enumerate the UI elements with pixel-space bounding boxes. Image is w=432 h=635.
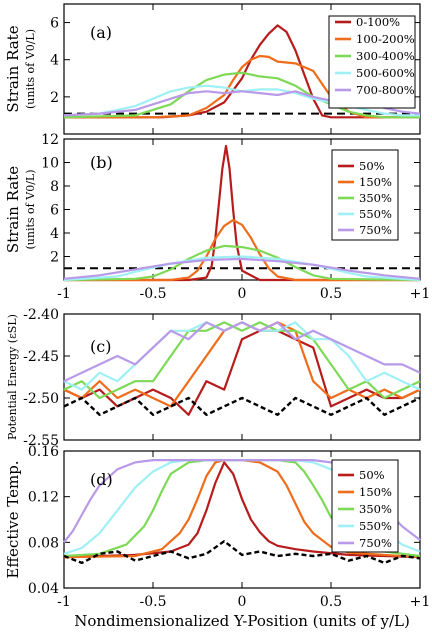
legend-box [328, 15, 416, 109]
x-tick-label: +1 [410, 594, 431, 610]
y-tick-label: -2.50 [23, 391, 59, 407]
y-tick-label: 0.12 [28, 490, 59, 506]
x-tick-label: +1 [410, 286, 431, 302]
series-line-350% [63, 321, 421, 400]
y-tick-label: 2 [50, 90, 59, 106]
series-line-50% [63, 461, 421, 559]
series-line-150% [64, 219, 420, 282]
y-tick-label: -2.45 [23, 349, 59, 365]
x-tick-label: -1 [57, 594, 71, 610]
y-tick-label: 6 [50, 203, 59, 219]
legend-label: 50% [359, 159, 385, 173]
y-tick-label: 0.04 [28, 581, 59, 597]
series-line-baseline [63, 540, 421, 565]
series-line-550% [63, 255, 421, 282]
y-tick-label: 0.08 [28, 535, 59, 551]
series-line-50% [63, 329, 421, 416]
legend-label: 700-800% [356, 83, 415, 97]
legend-label: 150% [359, 485, 392, 499]
legend-label: 550% [359, 519, 392, 533]
x-tick-label: -1 [57, 286, 71, 302]
legend-label: 550% [359, 207, 392, 221]
y-tick-label: 12 [41, 132, 59, 148]
legend-label: 750% [359, 223, 392, 237]
series-line-750% [63, 321, 421, 383]
series-line-750% [63, 257, 421, 280]
panel-2: -2.55 -2.50 -2.45 -2.40 (c) Potential Energy … [6, 307, 421, 449]
series-line-150% [63, 321, 421, 408]
y-axis-sublabel: (units of V0/L) [24, 170, 37, 250]
x-tick-label: 0 [238, 286, 247, 302]
x-tick-label: 0.5 [320, 286, 342, 302]
y-tick-label: -2.55 [23, 433, 59, 449]
y-tick-label: 4 [50, 226, 59, 242]
series-line-350% [63, 244, 421, 282]
legend-label: 0-100% [356, 15, 400, 29]
series-line-0-100% [64, 24, 420, 119]
legend-label: 350% [359, 191, 392, 205]
x-axis-label: Nondimensionalized Y-Position (units of … [74, 612, 410, 630]
y-tick-label: -2.40 [23, 307, 59, 323]
panel-label: (c) [90, 337, 111, 356]
y-tick-label: 4 [50, 53, 59, 69]
y-axis-label: Potential Energy (εSL) [6, 314, 19, 440]
series-line-baseline [63, 396, 421, 416]
y-tick-label: 8 [50, 179, 59, 195]
y-axis-sublabel: (units of V0/L) [24, 29, 37, 109]
legend-label: 300-400% [356, 49, 415, 63]
panel-3: 0.04 0.08 0.12 0.16 -1 -0.5 0 0.5 +1 50% 150% 350% 5… [4, 444, 430, 630]
series-line-300-400% [63, 71, 420, 119]
legend-label: 500-600% [356, 66, 415, 80]
plot-frame [63, 313, 421, 441]
x-tick-label: 0.5 [320, 594, 342, 610]
x-tick-label: -0.5 [140, 594, 167, 610]
y-tick-label: 2 [50, 250, 59, 266]
legend-label: 50% [359, 468, 385, 482]
legend-label: 150% [359, 175, 392, 189]
y-axis-label: Strain Rate [4, 166, 22, 253]
panel-0: 2 4 6 0-100% 100-200% 300-400% 500-600% 700-800… [4, 3, 421, 135]
panel-label: (b) [90, 153, 113, 172]
y-tick-label: 6 [50, 16, 59, 32]
legend-label: 750% [359, 536, 392, 550]
x-tick-label: -0.5 [140, 286, 167, 302]
series-line-50% [64, 144, 420, 282]
y-axis-label: Effective Temp. [4, 460, 22, 578]
y-tick-label: 0.16 [28, 444, 59, 460]
legend-label: 100-200% [356, 32, 415, 46]
y-axis-label: Strain Rate [4, 25, 22, 112]
legend-label: 350% [359, 502, 392, 516]
y-tick-label: 10 [41, 156, 59, 172]
panel-label: (d) [90, 470, 113, 489]
series-line-500-600% [63, 84, 420, 117]
panel-1: 2 4 6 8 10 12 -1 -0.5 0 0.5 +1 50% 150% 350% 550% 750% (… [4, 132, 430, 302]
x-tick-label: 0 [238, 594, 247, 610]
panel-label: (a) [90, 23, 112, 42]
